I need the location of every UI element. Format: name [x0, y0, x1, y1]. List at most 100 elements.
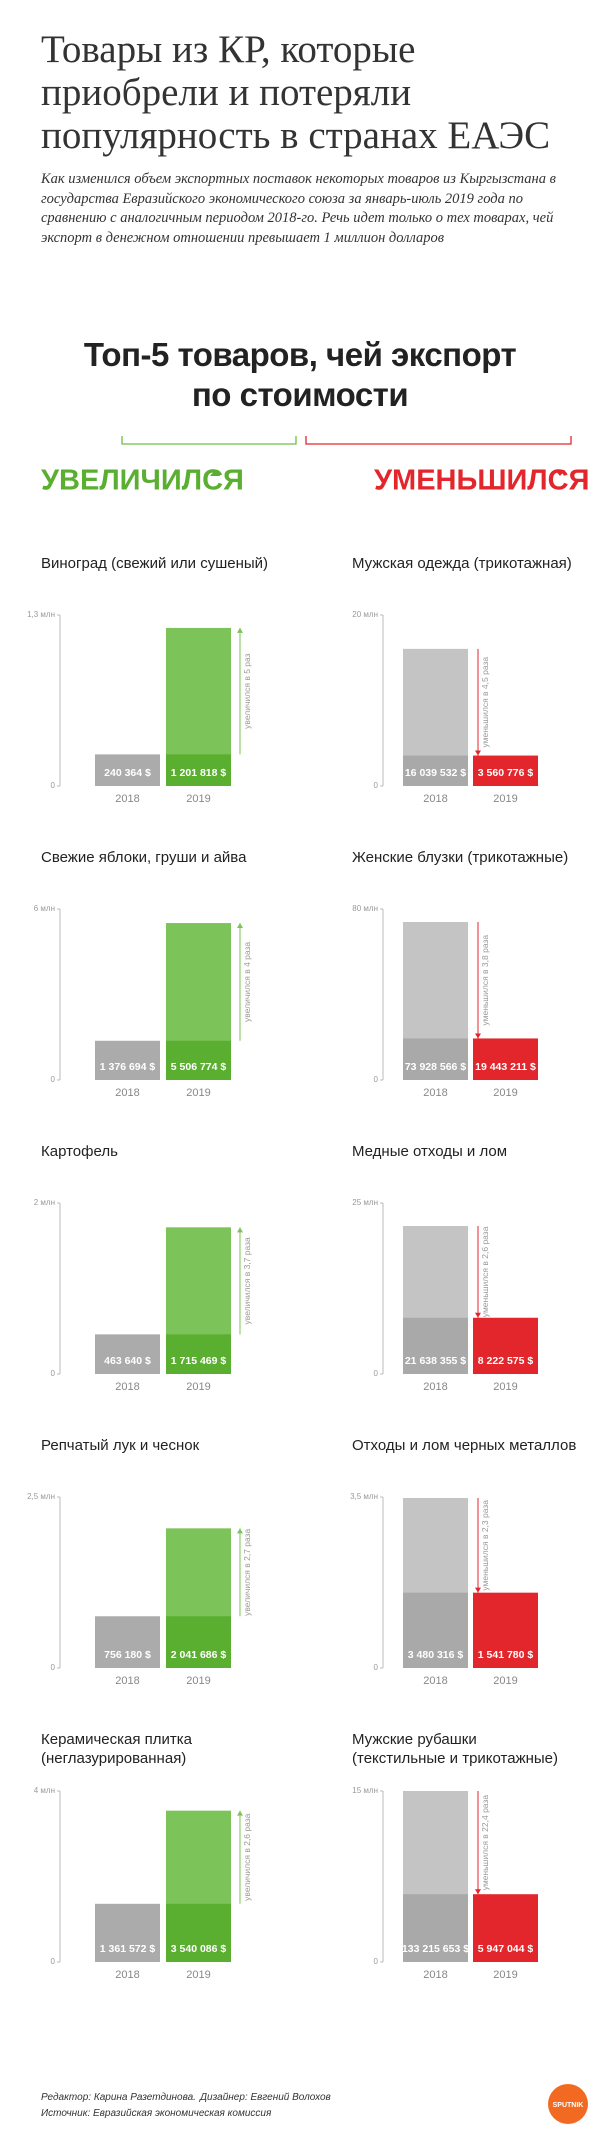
plot	[403, 1497, 538, 1668]
x-tick-label: 2019	[186, 1087, 210, 1099]
annotation: увеличился в 3,7 раза	[242, 1237, 252, 1324]
value-label: 3 540 086 $	[171, 1943, 227, 1955]
y-tick-label: 15 млн	[352, 1786, 378, 1795]
comparison-overlay	[166, 1334, 231, 1374]
chart-title: Отходы и лом черных металлов	[352, 1437, 576, 1454]
bar	[473, 1317, 538, 1374]
arrow-head	[475, 1312, 481, 1318]
value-label: 1 376 694 $	[100, 1061, 156, 1073]
plot	[403, 921, 538, 1080]
comparison-overlay	[403, 1894, 468, 1962]
x-tick-label: 2018	[423, 1087, 447, 1099]
down-arrow	[555, 470, 565, 476]
annotation: уменьшился в 3,8 раза	[480, 935, 490, 1026]
y-tick-label: 4 млн	[34, 1786, 55, 1795]
comparison-overlay	[403, 1592, 468, 1668]
arrow-head	[475, 750, 481, 756]
x-tick-label: 2019	[186, 793, 210, 805]
x-tick-label: 2019	[493, 1675, 517, 1687]
annotation: увеличился в 4 раза	[242, 942, 252, 1022]
bar	[95, 1040, 160, 1080]
comparison-overlay	[166, 1903, 231, 1962]
x-tick-label: 2018	[423, 1969, 447, 1981]
bar	[473, 1894, 538, 1962]
y-tick-label: 0	[51, 1663, 56, 1672]
comparison-overlay	[166, 754, 231, 786]
plot	[95, 627, 231, 786]
y-tick-label: 0	[374, 1663, 379, 1672]
page-subtitle: Как изменился объем экспортных поставок …	[41, 171, 556, 246]
plot	[95, 1528, 231, 1668]
value-label: 5 947 044 $	[478, 1943, 534, 1955]
x-tick-label: 2018	[115, 1675, 139, 1687]
chart-title: Виноград (свежий или сушеный)	[41, 555, 268, 572]
chart-title: Мужская одежда (трикотажная)	[352, 555, 572, 572]
value-label: 2 041 686 $	[171, 1649, 227, 1661]
x-tick-label: 2019	[493, 1381, 517, 1393]
logo: SPUTNIK	[553, 2102, 584, 2109]
y-tick-label: 0	[374, 1369, 379, 1378]
annotation: увеличился в 5 раз	[242, 653, 252, 728]
x-tick-label: 2019	[493, 793, 517, 805]
bar	[95, 1334, 160, 1374]
y-tick-label: 0	[374, 1957, 379, 1966]
annotation: уменьшился в 2,3 раза	[480, 1500, 490, 1591]
arrow-head	[475, 1033, 481, 1039]
logo-badge	[548, 2084, 588, 2124]
value-label: 1 541 780 $	[478, 1649, 534, 1661]
y-tick-label: 0	[51, 781, 56, 790]
value-label: 3 480 316 $	[408, 1649, 464, 1661]
x-tick-label: 2018	[115, 1381, 139, 1393]
chart-title: Медные отходы и лом	[352, 1143, 507, 1160]
section-title: Топ-5 товаров, чей экспорт по стоимости	[83, 336, 517, 413]
value-label: 73 928 566 $	[405, 1061, 466, 1073]
chart-title: Репчатый лук и чеснок	[41, 1437, 200, 1454]
x-tick-label: 2018	[423, 793, 447, 805]
page-title: Товары из КР, которые приобрели и потеря…	[41, 28, 551, 157]
source-credit: Источник: Евразийская экономическая коми…	[41, 2108, 272, 2119]
value-label: 8 222 575 $	[478, 1355, 534, 1367]
decreased-heading: УМЕНЬШИЛСЯ	[374, 465, 589, 497]
x-tick-label: 2018	[115, 1087, 139, 1099]
y-tick-label: 25 млн	[352, 1198, 378, 1207]
value-label: 756 180 $	[104, 1649, 151, 1661]
plot	[95, 923, 231, 1080]
x-tick-label: 2019	[186, 1675, 210, 1687]
comparison-overlay	[403, 755, 468, 786]
annotation: увеличился в 2,6 раза	[242, 1813, 252, 1900]
value-label: 3 560 776 $	[478, 767, 534, 779]
arrow-head	[237, 1810, 243, 1816]
value-label: 19 443 211 $	[475, 1061, 536, 1073]
value-label: 1 201 818 $	[171, 767, 227, 779]
plot	[403, 1791, 538, 1962]
bar	[473, 755, 538, 786]
y-tick-label: 0	[51, 1075, 56, 1084]
chart-title: Женские блузки (трикотажные)	[352, 849, 568, 866]
bar	[95, 754, 160, 786]
comparison-overlay	[166, 1040, 231, 1080]
y-tick-label: 0	[51, 1369, 56, 1378]
increased-heading: УВЕЛИЧИЛСЯ	[41, 465, 244, 497]
y-tick-label: 2,5 млн	[27, 1492, 55, 1501]
x-tick-label: 2019	[493, 1969, 517, 1981]
bracket	[305, 436, 572, 445]
y-tick-label: 3,5 млн	[350, 1492, 378, 1501]
arrow-head	[475, 1889, 481, 1895]
value-label: 16 039 532 $	[405, 767, 466, 779]
y-tick-label: 1,3 млн	[27, 610, 55, 619]
y-tick-label: 0	[51, 1957, 56, 1966]
arrow-head	[237, 627, 243, 633]
x-tick-label: 2018	[423, 1675, 447, 1687]
arrow-head	[237, 1528, 243, 1534]
up-arrow	[210, 470, 220, 476]
bracket	[121, 436, 297, 445]
plot	[95, 1810, 231, 1962]
plot	[403, 1225, 538, 1374]
annotation: увеличился в 2,7 раза	[242, 1528, 252, 1615]
bar	[95, 1616, 160, 1668]
value-label: 240 364 $	[104, 767, 151, 779]
value-label: 21 638 355 $	[405, 1355, 466, 1367]
comparison-overlay	[166, 1616, 231, 1668]
